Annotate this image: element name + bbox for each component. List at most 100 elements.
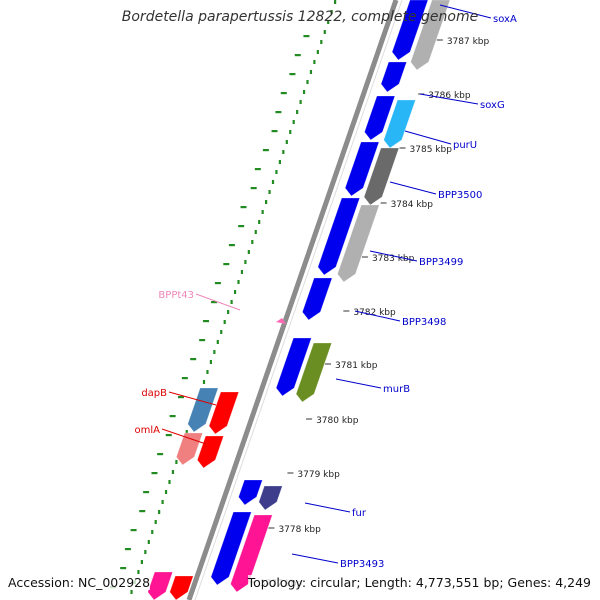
gene-label-bpp3493: BPP3493 — [340, 559, 384, 570]
gc-dot — [265, 200, 268, 204]
genome-backbone — [186, 0, 403, 600]
gc-skew-dash — [124, 548, 131, 551]
gc-dot — [285, 140, 288, 144]
gc-dot — [154, 520, 157, 524]
gc-content-track — [110, 0, 337, 594]
trna-marker — [276, 318, 286, 324]
gc-dot — [258, 220, 261, 224]
gc-dot — [164, 490, 168, 494]
label-leader-line — [354, 310, 401, 322]
tick-label: 3781 kbp — [335, 361, 378, 371]
gene-arrow — [337, 204, 380, 283]
gc-dot — [299, 100, 302, 104]
label-leader-line — [304, 502, 351, 513]
gc-dot — [161, 500, 164, 504]
gc-dot — [271, 180, 275, 184]
label-leader-line — [335, 378, 382, 389]
gc-skew-dash — [169, 415, 176, 418]
gc-skew-dash — [130, 529, 137, 532]
gc-dot — [244, 260, 247, 264]
gc-dot — [151, 530, 154, 534]
gene-arrow — [169, 575, 194, 600]
gc-dot — [158, 510, 161, 514]
gene-arrow — [147, 571, 174, 600]
label-leader-line — [195, 293, 241, 311]
gc-skew-dash — [303, 35, 310, 38]
gc-skew-dash — [275, 111, 282, 114]
gc-dot — [209, 360, 212, 364]
label-leader-line — [161, 428, 207, 445]
gc-dot — [168, 480, 171, 484]
gene-arrow — [344, 141, 380, 197]
gene-label-bpp3500: BPP3500 — [438, 190, 482, 201]
gene-arrow — [391, 0, 429, 61]
gc-skew-dash — [223, 263, 230, 266]
gc-dot — [137, 570, 140, 574]
gc-dot — [316, 50, 319, 54]
gene-label-puru: purU — [453, 140, 477, 151]
topology-label: Topology: circular; Length: 4,773,551 bp… — [247, 575, 591, 590]
label-leader-line — [439, 4, 492, 19]
gc-skew-dash — [211, 301, 218, 304]
gene-arrow — [210, 511, 252, 586]
gc-dot — [292, 120, 295, 124]
gc-skew-dash — [139, 510, 146, 513]
gc-skew-dash — [254, 168, 261, 171]
tick-label: 3780 kbp — [316, 416, 359, 426]
map-title: Bordetella parapertussis 12822, complete… — [121, 9, 479, 25]
backbone-edge — [194, 0, 403, 600]
gc-dot — [185, 430, 188, 434]
gene-label-dapb: dapB — [141, 388, 167, 399]
gc-skew-dash — [271, 130, 278, 133]
feature-track — [147, 0, 451, 600]
tick-label: 3782 kbp — [353, 308, 396, 318]
label-leader-line — [369, 250, 418, 262]
label-leader-line — [389, 181, 437, 195]
gene-arrow — [383, 99, 416, 149]
gene-arrow — [238, 479, 263, 506]
gc-skew-dash — [289, 73, 296, 76]
gc-skew-dash — [238, 225, 245, 228]
gc-dot — [230, 300, 233, 304]
label-leader-line — [419, 93, 479, 105]
accession-label: Accession: NC_002928 — [8, 575, 151, 590]
gc-dot — [334, 0, 337, 4]
gc-dot — [220, 330, 223, 334]
gc-dot — [296, 110, 299, 114]
gene-label-soxa: soxA — [493, 14, 517, 25]
label-leader-line — [404, 130, 452, 145]
gc-dot — [237, 280, 240, 284]
gc-dot — [282, 150, 285, 154]
gc-dot — [289, 130, 292, 134]
gene-arrow — [258, 485, 283, 511]
gc-dot — [261, 210, 264, 214]
gc-skew-dash — [120, 567, 127, 570]
gc-dot — [313, 60, 316, 64]
tick-label: 3784 kbp — [391, 200, 434, 210]
gc-dot — [251, 240, 254, 244]
gc-skew-dash — [280, 92, 287, 95]
tick-label: 3778 kbp — [278, 525, 321, 535]
gc-dot — [206, 370, 209, 374]
gc-skew-dash — [262, 149, 269, 152]
gc-dot — [202, 380, 206, 384]
gc-dot — [223, 320, 226, 324]
gc-dot — [213, 350, 216, 354]
gene-arrow — [196, 435, 225, 469]
tick-label: 3785 kbp — [410, 145, 453, 155]
gene-labels: soxA soxG purU BPP3500 BPP3499 BPP3498 murB fur… — [135, 4, 517, 570]
gc-dot — [330, 10, 333, 14]
gc-skew-dash — [214, 282, 221, 285]
gene-arrow — [410, 0, 451, 71]
gc-dot — [233, 290, 237, 294]
gc-dot — [254, 230, 257, 234]
label-leader-line — [168, 391, 217, 406]
gene-label-bpp3499: BPP3499 — [419, 257, 463, 268]
gc-dot — [144, 550, 147, 554]
gc-dot — [140, 560, 143, 564]
gene-label-bppt43: BPPt43 — [158, 290, 194, 301]
gene-label-soxg: soxG — [480, 100, 505, 111]
gc-dot — [240, 270, 244, 274]
gc-skew-dash — [177, 396, 184, 399]
